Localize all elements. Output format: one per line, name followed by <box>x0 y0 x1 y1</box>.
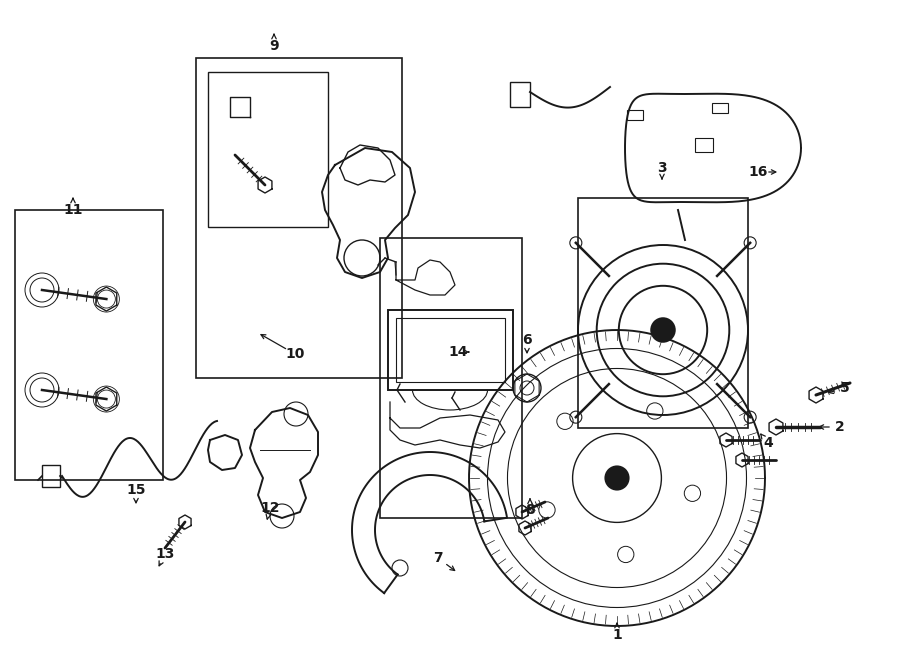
Text: 2: 2 <box>835 420 845 434</box>
Circle shape <box>605 465 630 490</box>
Bar <box>380 238 522 518</box>
Bar <box>695 138 713 152</box>
Text: 11: 11 <box>63 203 83 217</box>
Bar <box>388 310 513 390</box>
Bar <box>196 58 402 378</box>
Bar <box>208 72 328 227</box>
Text: 5: 5 <box>840 381 850 395</box>
Bar <box>578 198 748 428</box>
Bar <box>42 465 60 487</box>
Text: 1: 1 <box>612 628 622 642</box>
Text: 8: 8 <box>525 503 535 517</box>
Bar <box>627 110 643 120</box>
Text: 12: 12 <box>260 501 280 515</box>
Bar <box>15 210 163 480</box>
Text: 9: 9 <box>269 39 279 53</box>
Text: 14: 14 <box>448 345 468 359</box>
Text: 15: 15 <box>126 483 146 497</box>
Text: 4: 4 <box>763 436 773 450</box>
Bar <box>712 103 728 113</box>
Text: 6: 6 <box>522 333 532 347</box>
Text: 3: 3 <box>657 161 667 175</box>
Text: 16: 16 <box>748 165 768 179</box>
Bar <box>396 318 505 382</box>
Circle shape <box>650 317 676 343</box>
Text: 13: 13 <box>156 547 175 561</box>
Text: 10: 10 <box>285 347 305 361</box>
Bar <box>510 82 530 107</box>
Text: 7: 7 <box>433 551 443 565</box>
